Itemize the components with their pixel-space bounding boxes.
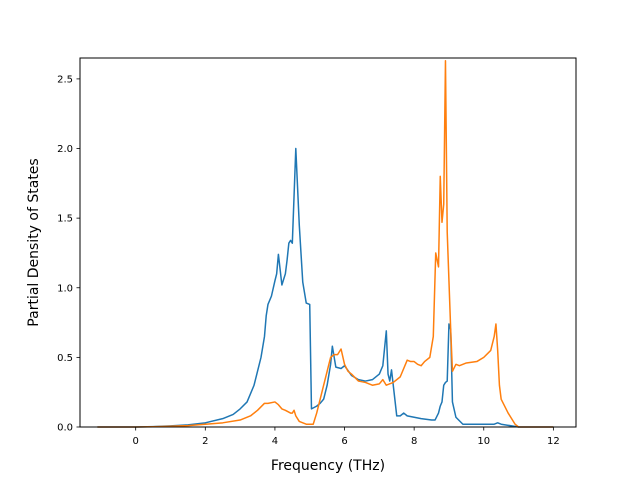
series-line-1	[97, 147, 554, 428]
y-axis-label: Partial Density of States	[26, 158, 42, 326]
x-axis-ticks: 0 2 4 6 8 10 12	[133, 427, 560, 447]
y-tick-label: 1.0	[57, 283, 73, 294]
x-tick-label: 4	[272, 436, 278, 447]
y-tick-label: 0.0	[57, 423, 73, 434]
x-tick-label: 0	[133, 436, 139, 447]
y-tick-label: 2.0	[57, 144, 73, 155]
x-tick-label: 2	[202, 436, 208, 447]
y-tick-label: 1.5	[57, 214, 73, 225]
series-layer	[97, 60, 554, 428]
x-tick-label: 10	[477, 436, 490, 447]
x-tick-label: 8	[411, 436, 417, 447]
y-axis-ticks: 0.0 0.5 1.0 1.5 2.0 2.5	[57, 74, 80, 434]
series-line-2	[97, 60, 554, 428]
y-tick-label: 0.5	[57, 353, 73, 364]
x-axis-label: Frequency (THz)	[271, 458, 385, 474]
y-tick-label: 2.5	[57, 74, 73, 85]
x-tick-label: 12	[547, 436, 560, 447]
plot-frame	[79, 57, 577, 428]
x-tick-label: 6	[341, 436, 347, 447]
